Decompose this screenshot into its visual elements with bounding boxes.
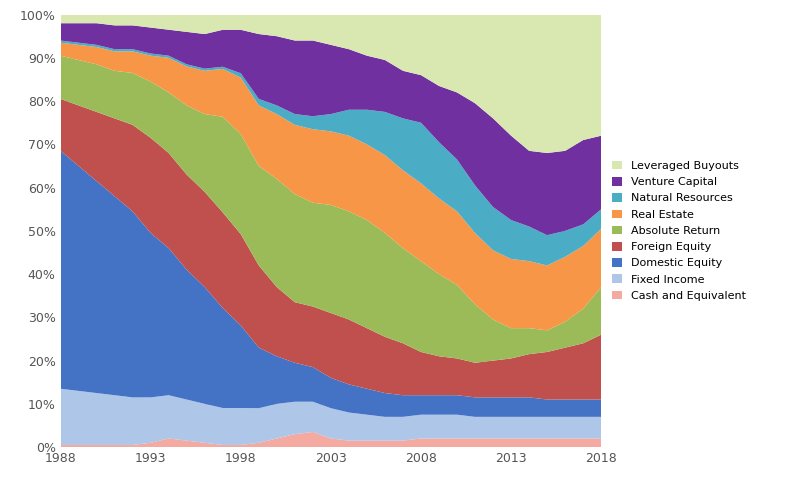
Legend: Leveraged Buyouts, Venture Capital, Natural Resources, Real Estate, Absolute Ret: Leveraged Buyouts, Venture Capital, Natu…	[613, 161, 746, 301]
